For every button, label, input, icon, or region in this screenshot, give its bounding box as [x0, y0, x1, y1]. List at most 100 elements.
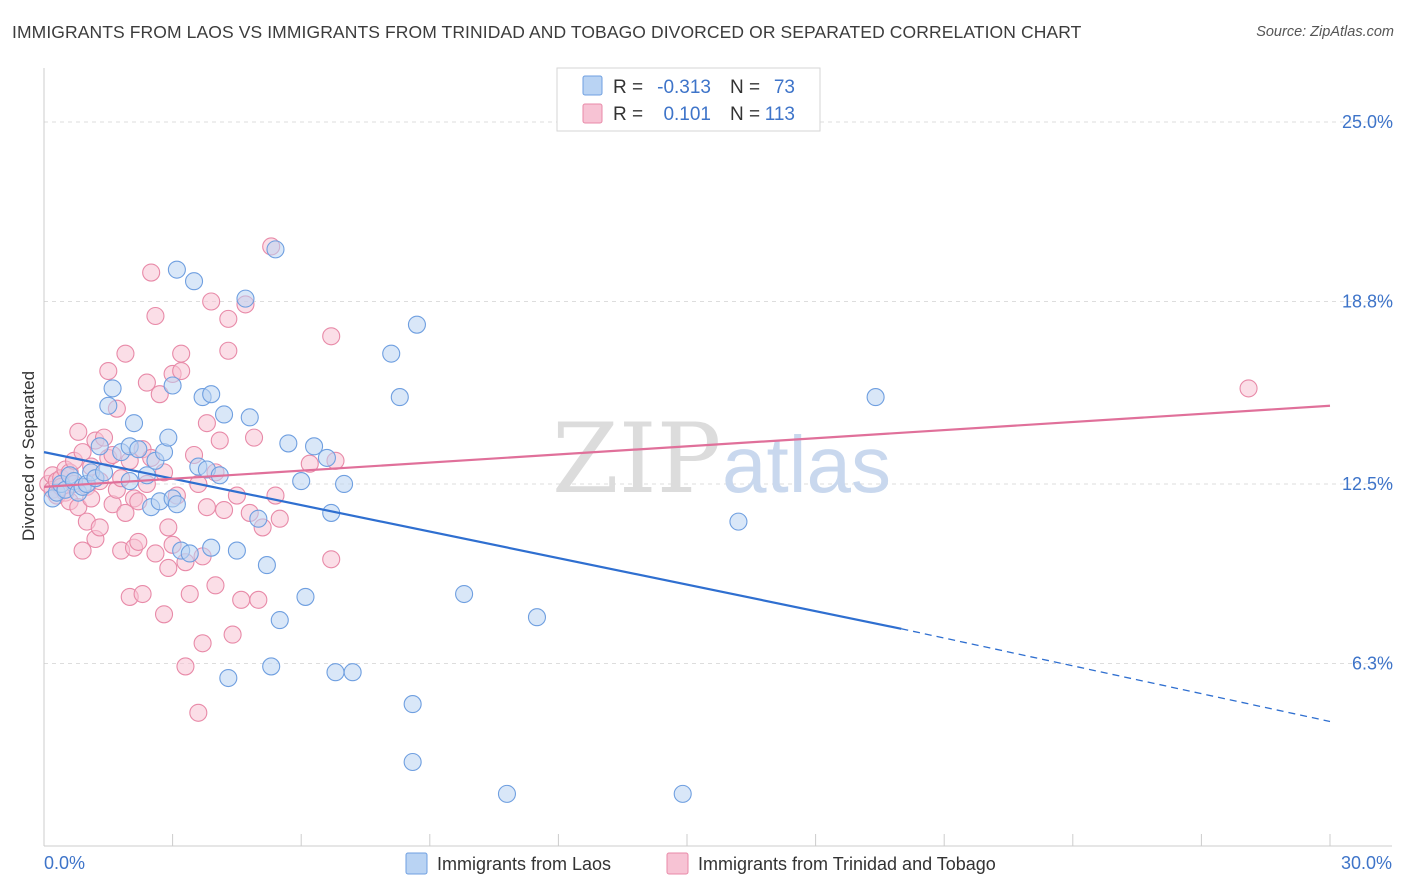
tt-point: [159, 518, 178, 537]
source-credit: Source: ZipAtlas.com: [1256, 24, 1394, 40]
legend-n-value-laos: 73: [774, 77, 795, 98]
laos-point: [163, 376, 182, 395]
laos-point: [673, 784, 692, 803]
tt-point: [219, 309, 238, 328]
y-tick-label: 18.8%: [1342, 292, 1393, 312]
watermark-zip: ZIP: [552, 403, 721, 515]
tt-point: [116, 503, 135, 522]
laos-point: [382, 344, 401, 363]
bottom-legend-swatch-laos: [405, 852, 428, 875]
trend-lines: [43, 404, 1331, 723]
bottom-legend-label-tt: Immigrants from Trinidad and Tobago: [698, 854, 996, 874]
tt-point: [150, 385, 169, 404]
laos-trend-line-extrapolated: [901, 628, 1331, 723]
x-tick-label-max: 30.0%: [1341, 853, 1392, 873]
laos-point: [214, 405, 234, 424]
stats-legend: R = -0.313 N = 73 R = 0.101 N = 113: [556, 67, 821, 132]
laos-point: [180, 544, 199, 563]
watermark: ZIP atlas: [552, 403, 891, 515]
laos-points: [43, 240, 885, 803]
tt-point: [270, 509, 289, 528]
bottom-legend-label-laos: Immigrants from Laos: [437, 854, 611, 874]
tt-point: [1239, 379, 1258, 398]
laos-point: [219, 668, 238, 688]
laos-point: [90, 437, 109, 456]
laos-point: [257, 556, 276, 575]
laos-point: [866, 388, 885, 407]
laos-point: [167, 495, 186, 514]
legend-swatch-laos: [582, 75, 603, 96]
tt-point: [249, 590, 268, 609]
laos-point: [326, 663, 345, 682]
legend-r-value-tt: 0.101: [663, 104, 711, 125]
tt-point: [142, 263, 161, 282]
tt-point: [133, 584, 152, 604]
tt-point: [322, 327, 341, 346]
laos-point: [403, 752, 422, 772]
tt-point: [129, 532, 148, 551]
tt-point: [116, 344, 135, 363]
tt-point: [146, 544, 165, 563]
laos-point: [103, 379, 122, 398]
tt-point: [172, 344, 191, 363]
tt-point: [214, 500, 234, 520]
laos-point: [527, 608, 547, 627]
laos-point: [266, 240, 285, 259]
series-legend: Immigrants from Laos Immigrants from Tri…: [405, 852, 996, 875]
tt-point: [90, 518, 109, 537]
grid-lines: [44, 121, 1392, 665]
legend-swatch-tt: [582, 103, 603, 124]
laos-point: [407, 315, 426, 334]
tt-point: [69, 422, 88, 441]
laos-point: [317, 448, 336, 467]
y-tick-labels: 6.3% 12.5% 18.8% 25.0%: [1342, 112, 1393, 674]
laos-point: [335, 474, 354, 494]
legend-r-value-laos: -0.313: [657, 77, 711, 98]
laos-point: [99, 396, 118, 415]
legend-r-label-tt: R =: [613, 104, 643, 125]
laos-point: [227, 541, 246, 560]
laos-point: [236, 289, 255, 308]
x-tick-marks: [43, 834, 1331, 846]
laos-point: [279, 434, 298, 453]
tt-point: [176, 657, 195, 676]
tt-point: [159, 558, 178, 578]
tt-trend-line: [43, 404, 1331, 488]
tt-point: [189, 703, 208, 722]
tt-point: [99, 361, 118, 381]
tt-point: [210, 431, 229, 450]
laos-point: [390, 388, 409, 407]
laos-point: [240, 408, 259, 427]
legend-n-value-tt: 113: [765, 104, 795, 125]
tt-point: [219, 341, 238, 360]
watermark-atlas: atlas: [722, 420, 891, 509]
tt-point: [137, 373, 156, 392]
tt-point: [223, 625, 242, 644]
laos-point: [262, 657, 281, 676]
bottom-legend-swatch-tt: [666, 852, 689, 875]
y-tick-label: 25.0%: [1342, 112, 1393, 132]
laos-point: [202, 385, 221, 404]
laos-point: [343, 663, 362, 682]
tt-point: [322, 550, 341, 569]
tt-point: [202, 292, 221, 311]
laos-point: [184, 272, 204, 291]
y-tick-label: 6.3%: [1352, 654, 1393, 674]
tt-point: [73, 541, 92, 560]
legend-r-label-laos: R =: [613, 77, 643, 98]
laos-point: [159, 428, 178, 447]
laos-point: [270, 611, 289, 630]
laos-point: [455, 584, 474, 604]
laos-point: [497, 784, 517, 803]
y-tick-label: 12.5%: [1342, 474, 1393, 494]
laos-point: [249, 509, 268, 528]
tt-point: [193, 634, 212, 653]
laos-point: [167, 260, 186, 279]
laos-trend-line: [43, 451, 902, 630]
tt-point: [197, 498, 216, 517]
laos-point: [202, 538, 221, 557]
tt-point: [244, 428, 264, 447]
laos-point: [129, 440, 148, 459]
y-axis-label: Divorced or Separated: [19, 371, 38, 541]
